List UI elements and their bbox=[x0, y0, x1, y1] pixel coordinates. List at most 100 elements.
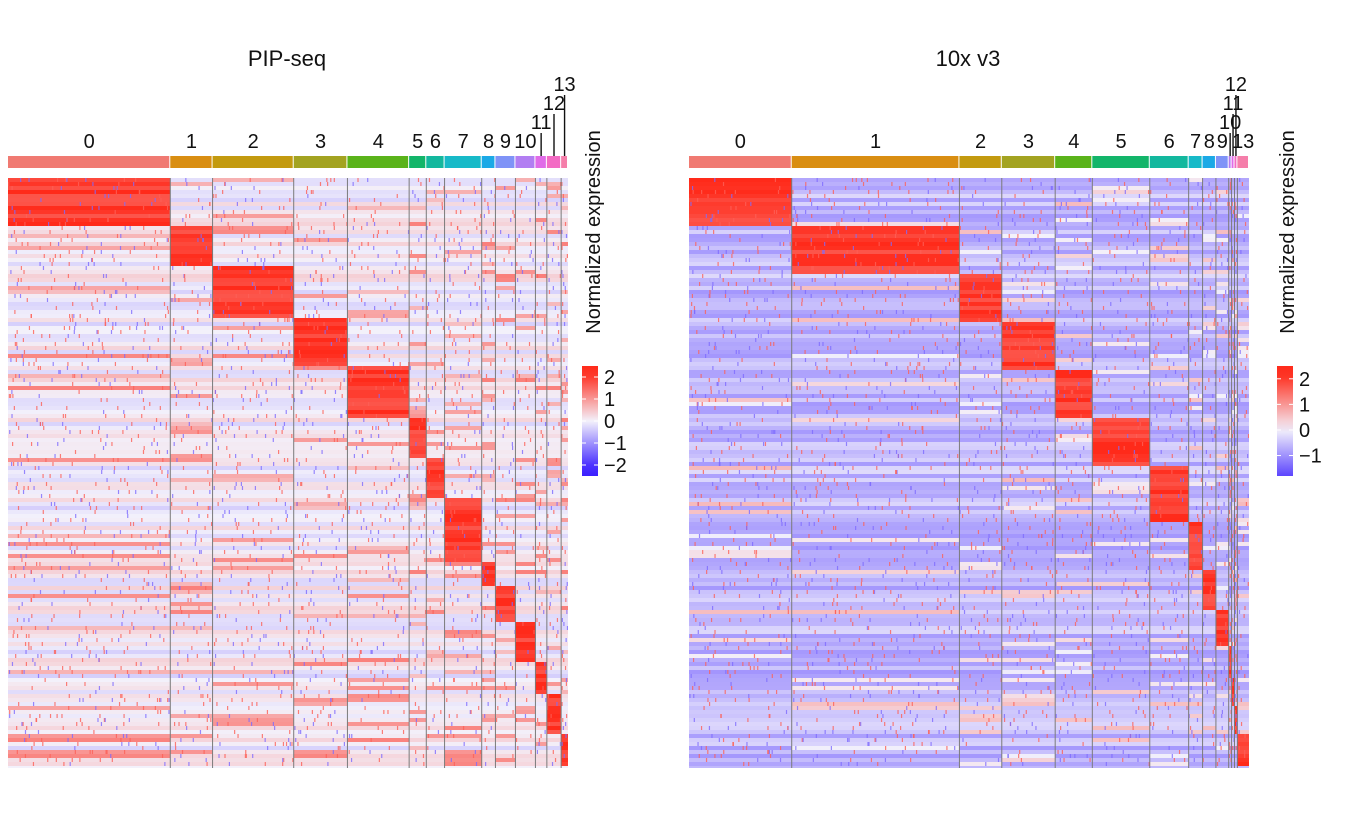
heatmap-speckle bbox=[414, 686, 416, 690]
heatmap-cell bbox=[170, 270, 213, 274]
heatmap-cell bbox=[481, 526, 496, 530]
heatmap-speckle bbox=[504, 186, 506, 190]
heatmap-speckle bbox=[364, 370, 366, 374]
heatmap-cell bbox=[481, 474, 496, 478]
heatmap-speckle bbox=[290, 506, 292, 510]
heatmap-cell bbox=[347, 646, 410, 650]
heatmap-cell bbox=[561, 546, 568, 550]
heatmap-speckle bbox=[330, 722, 332, 726]
heatmap-speckle bbox=[330, 698, 332, 702]
heatmap-speckle bbox=[36, 562, 38, 566]
heatmap-speckle bbox=[67, 334, 69, 338]
heatmap-speckle bbox=[131, 366, 133, 370]
heatmap-cell bbox=[347, 502, 410, 506]
heatmap-cell bbox=[8, 758, 171, 762]
heatmap-cell bbox=[481, 566, 496, 570]
heatmap-speckle bbox=[128, 742, 130, 746]
heatmap-cell bbox=[515, 574, 536, 578]
heatmap-speckle bbox=[173, 338, 175, 342]
gene-row bbox=[8, 578, 568, 582]
heatmap-speckle bbox=[393, 558, 396, 562]
heatmap-cell bbox=[561, 730, 568, 734]
heatmap-speckle bbox=[515, 738, 518, 742]
heatmap-cell bbox=[212, 426, 294, 430]
heatmap-cell bbox=[426, 562, 445, 566]
heatmap-cell bbox=[444, 302, 482, 306]
heatmap-cell bbox=[481, 546, 496, 550]
heatmap-speckle bbox=[493, 470, 495, 474]
heatmap-speckle bbox=[60, 238, 62, 242]
heatmap-speckle bbox=[326, 486, 328, 490]
heatmap-speckle bbox=[147, 354, 149, 358]
heatmap-cell bbox=[409, 718, 427, 722]
heatmap-speckle bbox=[142, 206, 145, 210]
heatmap-speckle bbox=[113, 466, 116, 470]
gene-row bbox=[8, 490, 568, 494]
heatmap-speckle bbox=[512, 406, 515, 410]
heatmap-cell bbox=[212, 694, 294, 698]
heatmap-speckle bbox=[242, 398, 244, 402]
heatmap-cell bbox=[444, 686, 482, 690]
heatmap-cell bbox=[515, 578, 536, 582]
heatmap-speckle bbox=[68, 694, 70, 698]
heatmap-cell bbox=[170, 738, 213, 742]
heatmap-speckle bbox=[89, 218, 91, 222]
heatmap-speckle bbox=[524, 426, 527, 430]
heatmap-cell bbox=[8, 282, 171, 286]
heatmap-cell bbox=[409, 722, 427, 726]
gene-row bbox=[8, 270, 568, 274]
heatmap-speckle bbox=[351, 374, 353, 378]
heatmap-speckle bbox=[120, 330, 122, 334]
heatmap-speckle bbox=[420, 494, 423, 498]
heatmap-speckle bbox=[65, 642, 67, 646]
heatmap-cell bbox=[426, 734, 445, 738]
heatmap-cell bbox=[8, 354, 171, 358]
heatmap-cell bbox=[515, 402, 536, 406]
heatmap-cell bbox=[347, 698, 410, 702]
heatmap-speckle bbox=[310, 590, 312, 594]
heatmap-speckle bbox=[216, 702, 218, 706]
heatmap-cell bbox=[481, 722, 496, 726]
heatmap-speckle bbox=[400, 422, 403, 426]
heatmap-speckle bbox=[540, 654, 543, 658]
heatmap-cell bbox=[481, 322, 496, 326]
heatmap-speckle bbox=[68, 326, 71, 330]
heatmap-speckle bbox=[387, 710, 389, 714]
heatmap-cell bbox=[495, 726, 516, 730]
heatmap-cell bbox=[546, 702, 562, 706]
gene-row bbox=[8, 614, 568, 618]
heatmap-speckle bbox=[404, 294, 406, 298]
heatmap-speckle bbox=[474, 430, 476, 434]
heatmap-speckle bbox=[94, 290, 97, 294]
heatmap-speckle bbox=[492, 234, 494, 238]
heatmap-cell bbox=[495, 754, 516, 758]
heatmap-speckle bbox=[163, 562, 165, 566]
heatmap-cell bbox=[293, 486, 348, 490]
gene-row bbox=[8, 198, 568, 202]
heatmap-speckle bbox=[302, 246, 304, 250]
heatmap-cell bbox=[170, 454, 213, 458]
gene-row bbox=[8, 610, 568, 614]
heatmap-cell bbox=[409, 394, 427, 398]
heatmap-cell bbox=[535, 298, 547, 302]
heatmap-speckle bbox=[428, 470, 430, 474]
heatmap-cell bbox=[535, 478, 547, 482]
heatmap-cell bbox=[409, 266, 427, 270]
heatmap-speckle bbox=[226, 374, 228, 378]
heatmap-cell bbox=[444, 762, 482, 766]
heatmap-cell bbox=[495, 242, 516, 246]
heatmap-cell bbox=[8, 270, 171, 274]
heatmap-speckle bbox=[554, 306, 557, 310]
heatmap-speckle bbox=[402, 626, 405, 630]
heatmap-cell bbox=[293, 610, 348, 614]
heatmap-cell bbox=[546, 506, 562, 510]
heatmap-speckle bbox=[195, 382, 198, 386]
heatmap-speckle bbox=[71, 238, 73, 242]
heatmap-cell bbox=[495, 562, 516, 566]
heatmap-speckle bbox=[274, 742, 276, 746]
heatmap-speckle bbox=[558, 374, 560, 378]
heatmap-speckle bbox=[378, 758, 380, 762]
gene-row bbox=[8, 342, 568, 346]
heatmap-speckle bbox=[228, 510, 230, 514]
heatmap-speckle bbox=[832, 190, 834, 194]
